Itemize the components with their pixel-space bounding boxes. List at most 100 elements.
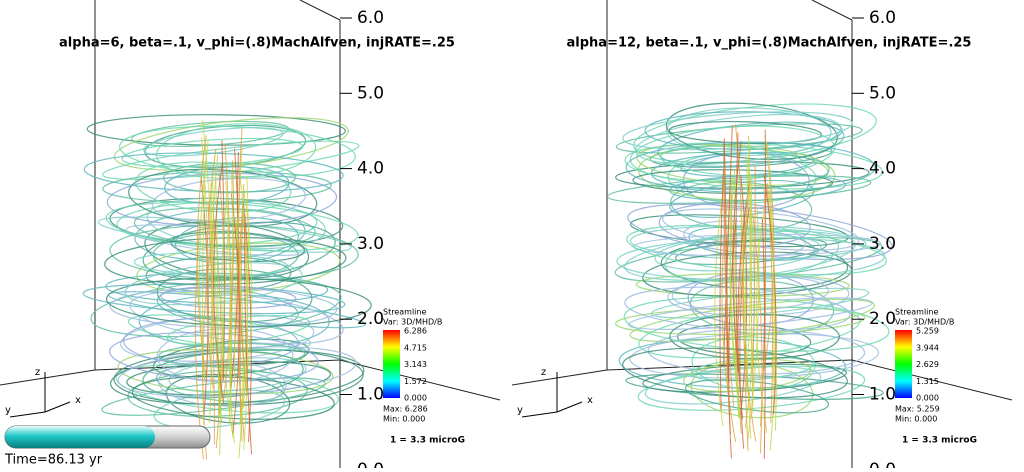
streamline-core <box>240 177 249 418</box>
streamline-core <box>221 197 234 438</box>
triad-label: x <box>75 395 81 406</box>
axis-tick-label: 3.0 <box>869 234 896 254</box>
legend-min: Min: 0.000 <box>383 415 425 424</box>
axis-tick-label: 2.0 <box>869 309 896 329</box>
streamline <box>606 175 872 204</box>
axis-tick-label: 2.0 <box>357 309 384 329</box>
streamline-core <box>766 142 775 383</box>
streamline-core <box>752 213 763 454</box>
streamline <box>127 369 308 417</box>
box-edge <box>339 359 501 401</box>
streamline-core <box>213 163 225 404</box>
streamline-core <box>238 128 245 369</box>
axis-tick-label: 3.0 <box>357 234 384 254</box>
streamline <box>657 121 845 167</box>
colorbar <box>895 330 912 398</box>
streamline-core <box>206 148 217 390</box>
colorbar-label: 1.315 <box>916 377 939 386</box>
streamline <box>629 225 867 260</box>
streamline-core <box>719 169 725 410</box>
streamline-core <box>763 174 777 415</box>
streamline <box>166 315 311 346</box>
streamline-core <box>742 201 757 442</box>
streamline <box>684 379 830 414</box>
axis-tick-label: 6.0 <box>357 8 384 28</box>
triad-axis <box>44 401 71 413</box>
axis-tick-label: 4.0 <box>869 159 896 179</box>
streamline-core <box>209 182 213 424</box>
triad-axis <box>521 411 558 418</box>
streamline-core <box>735 132 739 373</box>
streamline-core <box>748 135 752 376</box>
box-edge <box>0 369 96 386</box>
streamline <box>110 349 365 405</box>
colorbar-label: 4.715 <box>404 343 427 352</box>
streamline-core <box>759 186 767 427</box>
time-slider: Time=86.13 yr <box>4 425 211 468</box>
colorbar-label: 0.000 <box>916 394 939 403</box>
streamline <box>623 296 890 352</box>
axis-tick-label: 4.0 <box>357 159 384 179</box>
streamline-core <box>212 181 222 422</box>
colorbar-label: 1.572 <box>404 377 427 386</box>
streamline-core <box>230 193 240 434</box>
scale-label: 1 = 3.3 microG <box>390 436 465 446</box>
time-label: Time=86.13 yr <box>4 453 103 468</box>
scale-label: 1 = 3.3 microG <box>902 436 977 446</box>
streamline-core <box>714 186 725 427</box>
box-edge <box>511 369 608 386</box>
colorbar-label: 3.944 <box>916 343 939 352</box>
streamline <box>644 365 822 405</box>
streamline-core <box>207 204 215 445</box>
streamline <box>162 162 296 194</box>
legend-title: Streamline <box>383 308 426 317</box>
streamline-core <box>751 165 756 406</box>
axis-tick-label: 0.0 <box>869 460 896 468</box>
colorbar-label: 3.143 <box>404 360 427 369</box>
streamline-core <box>737 179 751 420</box>
streamline-core <box>221 139 225 380</box>
colorbar-label: 5.259 <box>916 327 939 336</box>
streamline-core <box>744 146 751 387</box>
triad-label: x <box>587 395 593 406</box>
streamline <box>660 145 807 177</box>
colorbar <box>383 330 400 398</box>
streamline <box>160 285 297 309</box>
streamline <box>627 203 893 261</box>
axis-tick-label: 6.0 <box>869 8 896 28</box>
legend-var: Var: 3D/MHD/B <box>383 318 442 327</box>
streamline <box>117 346 357 397</box>
box-edge <box>851 359 1013 401</box>
triad-label: y <box>5 405 11 416</box>
streamline <box>625 141 876 194</box>
colorbar-label: 6.286 <box>404 327 427 336</box>
triad-label: z <box>541 367 546 378</box>
colorbar-label: 2.629 <box>916 360 939 369</box>
legend-max: Max: 5.259 <box>895 405 940 414</box>
streamline <box>131 120 290 147</box>
streamline-core <box>219 215 230 456</box>
axis-tick-label: 5.0 <box>357 83 384 103</box>
streamline <box>168 357 307 392</box>
box-edge <box>811 0 853 21</box>
box-edge <box>299 0 341 21</box>
axis-tick-label: 0.0 <box>357 460 384 468</box>
slider-fill <box>5 426 155 448</box>
streamline-core <box>238 169 249 410</box>
streamline <box>125 224 309 257</box>
streamline-core <box>723 166 735 407</box>
streamline <box>622 111 853 151</box>
triad-axis <box>9 411 46 418</box>
streamline-core <box>740 174 748 415</box>
streamline-core <box>739 208 750 449</box>
panel-title: alpha=12, beta=.1, v_phi=(.8)MachAlfven,… <box>567 36 972 51</box>
legend-title: Streamline <box>895 308 938 317</box>
streamline-core <box>740 198 752 439</box>
legend-var: Var: 3D/MHD/B <box>895 318 954 327</box>
streamline-core <box>238 185 253 426</box>
axis-tick-label: 5.0 <box>869 83 896 103</box>
streamline <box>101 377 326 416</box>
streamline-core <box>222 160 235 401</box>
